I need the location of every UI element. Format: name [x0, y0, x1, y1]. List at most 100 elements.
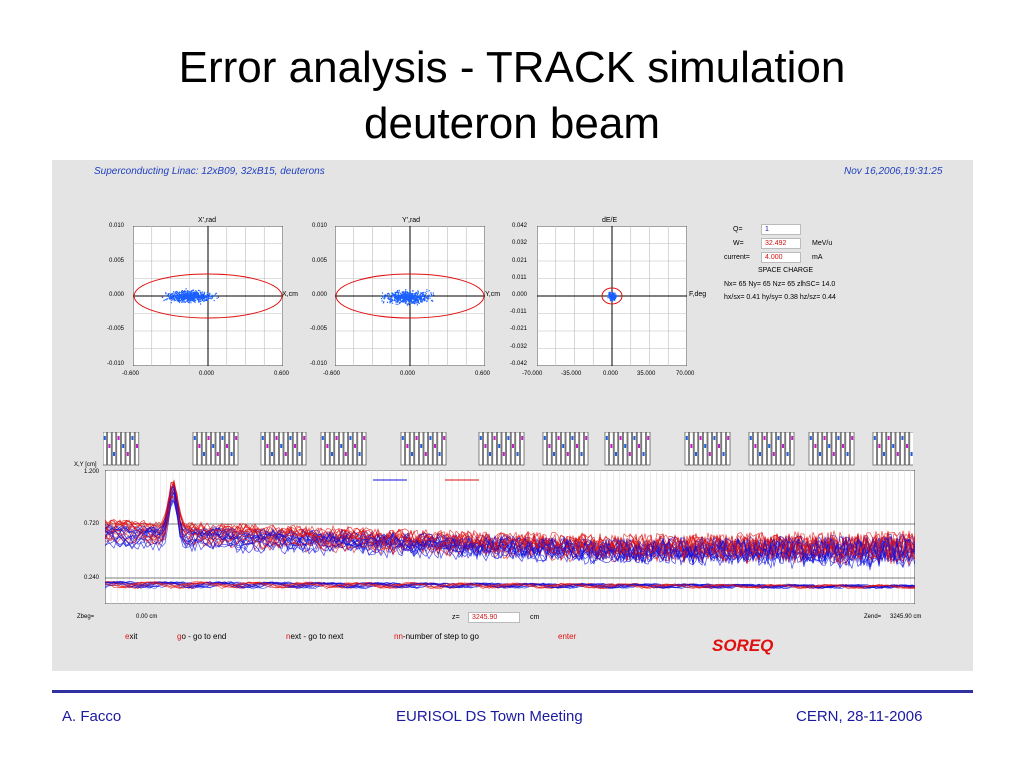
envelope-canvas [105, 470, 915, 604]
lattice-element [334, 432, 339, 466]
z-value-field[interactable]: 3245.90 [468, 612, 520, 623]
plot-x-canvas [133, 226, 283, 366]
lattice-element [265, 432, 270, 466]
lattice-element-marker [727, 436, 730, 440]
lattice-element [130, 432, 135, 466]
plot-x-ytick: -0.010 [107, 361, 125, 367]
lattice-element [492, 432, 497, 466]
lattice-element [542, 432, 547, 466]
lattice-element-marker [722, 452, 725, 456]
cmd-nn[interactable]: nn-number of step to go [394, 632, 479, 641]
envelope-trace-x [105, 500, 915, 568]
lattice-element [520, 432, 525, 466]
lattice-element [790, 432, 795, 466]
lattice-element-marker [887, 436, 890, 440]
lattice-element-marker [216, 452, 219, 456]
lattice-element [343, 432, 348, 466]
lattice-element [279, 432, 284, 466]
lattice-element-marker [434, 444, 436, 448]
lattice-element-marker [221, 436, 224, 440]
lattice-element-marker [271, 452, 273, 456]
lattice-element-marker [406, 444, 409, 448]
lattice-element [721, 432, 726, 466]
lattice-element [684, 432, 689, 466]
lattice-element [891, 432, 896, 466]
current-label: current= [724, 254, 750, 261]
lattice-element-marker [548, 444, 551, 448]
lattice-element [785, 432, 790, 466]
lattice-element [579, 432, 584, 466]
plot-y-ytick: 0.010 [312, 223, 328, 229]
lattice-element-marker [122, 444, 125, 448]
lattice-element [329, 432, 335, 466]
lattice-element [895, 432, 900, 466]
lattice-element-marker [212, 444, 215, 448]
envelope-trace-x [105, 491, 915, 572]
lattice-element [886, 432, 891, 466]
plot-x-xtick: 0.600 [274, 371, 290, 377]
z-unit: cm [530, 614, 540, 621]
lattice-element-marker [901, 436, 904, 440]
lattice-element [292, 432, 298, 466]
lattice-element [584, 432, 589, 466]
lattice-element-marker [819, 452, 821, 456]
envelope-ylabel: X,Y [cm] [74, 462, 97, 468]
lattice-element [771, 432, 776, 466]
lattice-element-marker [708, 452, 711, 456]
lattice-element-marker [411, 452, 413, 456]
lattice-element [904, 432, 910, 466]
lattice-element [836, 432, 841, 466]
lattice-element-marker [791, 436, 794, 440]
lattice-element [423, 432, 428, 466]
plot-y-xtick: 0.600 [475, 371, 491, 377]
plot-e-ytick: -0.011 [510, 309, 527, 315]
lattice-element [320, 432, 325, 466]
w-unit: MeV/u [812, 240, 833, 247]
lattice-element [121, 432, 126, 466]
lattice-element-marker [108, 444, 111, 448]
cmd-go-text: o - go to end [181, 632, 227, 641]
footer-event: EURISOL DS Town Meeting [396, 708, 583, 725]
lattice-element [632, 432, 637, 466]
lattice-element-marker [136, 444, 138, 448]
lattice-element-marker [516, 452, 519, 456]
lattice-element-marker [294, 444, 296, 448]
lattice-element [224, 432, 230, 466]
lattice-element [437, 432, 442, 466]
lattice-element [134, 432, 140, 466]
lattice-element-marker [619, 436, 622, 440]
plot-e-xtick: 70.000 [676, 371, 695, 377]
lattice-element-marker [493, 436, 496, 440]
lattice-element-marker [832, 452, 835, 456]
lattice-element-marker [275, 436, 278, 440]
cmd-exit-text: xit [129, 632, 138, 641]
lattice-element-marker [777, 436, 780, 440]
plot-y-ytick: -0.005 [310, 326, 328, 332]
lattice-element-marker [298, 452, 301, 456]
cmd-enter[interactable]: enter [558, 632, 577, 641]
lattice-element [712, 432, 717, 466]
lattice-element [352, 432, 358, 466]
envelope-trace-y [105, 481, 915, 564]
lattice-element-marker [782, 444, 784, 448]
lattice-element-marker [628, 452, 631, 456]
lattice-element-marker [809, 436, 812, 440]
q-label: Q= [733, 226, 743, 233]
w-label: W= [733, 240, 744, 247]
lattice-element [623, 432, 628, 466]
w-value-field: 32.492 [761, 238, 801, 249]
cmd-go[interactable]: go - go to end [177, 632, 226, 641]
cmd-exit[interactable]: exit [125, 632, 137, 641]
lattice-element-marker [484, 444, 487, 448]
lattice-element [780, 432, 786, 466]
cmd-next[interactable]: next - go to next [286, 632, 343, 641]
plot-x-axis-label: X,cm [282, 291, 298, 298]
lattice-element [609, 432, 614, 466]
lattice-element [487, 432, 493, 466]
footer-place-date: CERN, 28-11-2006 [796, 708, 923, 725]
lattice-element-marker [502, 452, 505, 456]
lattice-element-marker [633, 436, 636, 440]
envelope-ytick: 0.240 [84, 575, 100, 581]
mesh-ratio-line: hx/sx= 0.41 hy/sy= 0.38 hz/sz= 0.44 [724, 294, 836, 301]
lattice-element-marker [553, 452, 555, 456]
